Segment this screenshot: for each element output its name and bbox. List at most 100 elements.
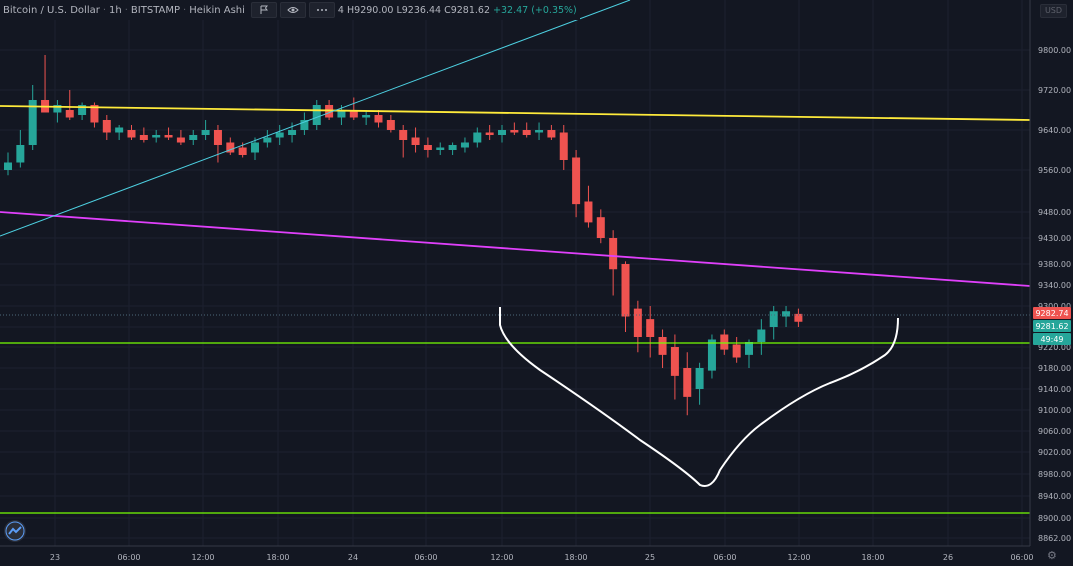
candle — [362, 110, 371, 125]
candle — [621, 261, 630, 332]
candle — [584, 185, 593, 228]
candle-body — [102, 120, 111, 133]
price-tick-label: 8980.00 — [1038, 470, 1071, 479]
currency-label[interactable]: USD — [1040, 4, 1067, 18]
candle-body — [745, 342, 753, 355]
candle-body — [460, 142, 469, 148]
candle-body — [115, 127, 124, 133]
candle-body — [275, 132, 284, 138]
candle-body — [609, 238, 618, 270]
candle-body — [757, 329, 766, 342]
candle — [399, 125, 408, 158]
price-label-text: 9282.74 — [1035, 309, 1068, 318]
candle — [572, 150, 581, 218]
candle-body — [176, 137, 185, 143]
candle-body — [139, 135, 148, 140]
grid — [0, 0, 1030, 546]
ohlc-low: L9236.44 — [396, 4, 442, 16]
candle-body — [436, 147, 445, 150]
candle-body — [633, 308, 642, 337]
candle — [139, 127, 148, 143]
price-tick-label: 8940.00 — [1038, 492, 1071, 501]
candle-body — [707, 339, 716, 371]
candle — [782, 306, 791, 327]
price-axis-panel[interactable] — [1030, 0, 1073, 566]
ohlc-open: 4 — [337, 4, 344, 16]
chart-header: Bitcoin / U.S. Dollar · 1h · BITSTAMP · … — [0, 0, 580, 20]
candle-body — [127, 130, 136, 138]
candle — [386, 115, 395, 133]
trendline-magenta[interactable] — [0, 211, 1031, 287]
time-tick-label: 06:00 — [117, 553, 140, 562]
ellipsis-icon[interactable] — [308, 2, 335, 18]
candle — [547, 125, 556, 140]
candle-body — [374, 115, 383, 123]
candle — [288, 122, 297, 143]
candle — [732, 337, 741, 363]
candle — [275, 125, 284, 145]
candle — [127, 125, 136, 140]
candle — [535, 122, 544, 140]
candle-body — [695, 368, 704, 389]
tradingview-logo-icon[interactable] — [4, 520, 26, 542]
price-tick-label: 9560.00 — [1038, 166, 1071, 175]
candle-body — [152, 135, 161, 138]
chart-style[interactable]: Heikin Ashi — [189, 4, 245, 16]
interval[interactable]: 1h — [109, 4, 122, 16]
candle — [794, 308, 803, 327]
candle-body — [65, 110, 74, 118]
candle — [102, 115, 111, 140]
candle-body — [238, 147, 247, 155]
candle-body — [473, 132, 482, 143]
candle — [65, 90, 74, 120]
time-tick-label: 26 — [943, 553, 953, 562]
price-tick-label: 9720.00 — [1038, 86, 1071, 95]
candle-body — [782, 311, 791, 317]
candle — [596, 209, 605, 244]
symbol-name[interactable]: Bitcoin / U.S. Dollar — [3, 4, 100, 16]
candle-body — [226, 142, 235, 153]
time-tick-label: 23 — [50, 553, 60, 562]
trendlines — [0, 0, 1031, 514]
candle — [769, 306, 778, 340]
candle — [411, 127, 420, 153]
price-tick-label: 9430.00 — [1038, 234, 1071, 243]
candle-body — [411, 137, 420, 145]
price-tick-label: 9340.00 — [1038, 281, 1071, 290]
candle — [423, 137, 432, 158]
time-tick-label: 06:00 — [414, 553, 437, 562]
candle-body — [547, 130, 556, 138]
time-axis-panel[interactable] — [0, 546, 1073, 566]
flag-icon[interactable] — [250, 2, 277, 18]
ohlc-change: +32.47 (+0.35%) — [493, 4, 577, 16]
time-tick-label: 18:00 — [564, 553, 587, 562]
time-tick-label: 06:00 — [1010, 553, 1033, 562]
candle — [251, 137, 259, 160]
candle-body — [448, 145, 457, 150]
candle — [707, 334, 716, 379]
candle — [349, 97, 358, 120]
eye-icon[interactable] — [279, 2, 306, 18]
gear-icon[interactable]: ⚙ — [1047, 549, 1057, 562]
time-axis: 23 06:00 12:00 18:00 24 06:00 12:00 18:00 25 06:0… — [50, 553, 1034, 562]
candle — [498, 125, 506, 143]
candle — [559, 125, 568, 170]
candle — [78, 102, 87, 120]
price-tick-label: 9060.00 — [1038, 427, 1071, 436]
candle-body — [28, 100, 37, 145]
trendline-cyan[interactable] — [0, 0, 631, 237]
candle — [658, 329, 667, 368]
candle — [176, 130, 185, 145]
candle-body — [337, 110, 346, 118]
candle-body — [4, 162, 12, 170]
candle — [683, 352, 692, 416]
price-label-box — [1033, 320, 1071, 332]
candle-body — [559, 132, 568, 160]
candle-body — [658, 337, 667, 355]
trendline-yellow[interactable] — [0, 105, 1031, 121]
candle-body — [683, 368, 692, 397]
candle-body — [794, 313, 803, 322]
candle-body — [498, 130, 506, 135]
